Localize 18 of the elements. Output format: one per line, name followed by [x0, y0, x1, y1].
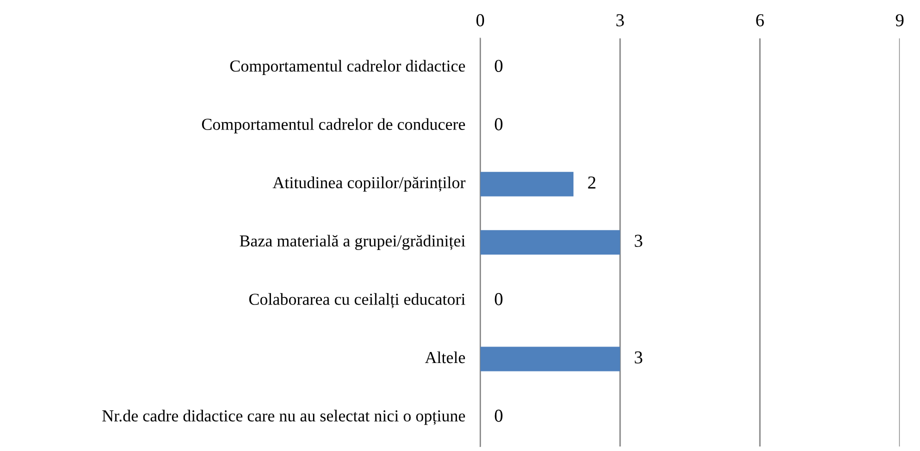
- data-label: 0: [494, 410, 502, 422]
- y-tick-label: Altele: [424, 351, 465, 364]
- x-tick-label: 9: [896, 14, 904, 26]
- x-tick-label: 3: [616, 14, 624, 26]
- y-tick-label: Comportamentul cadrelor didactice: [230, 60, 465, 76]
- y-tick-label: Atitudinea copiilor/părinților: [272, 176, 466, 192]
- data-label: 3: [634, 351, 642, 364]
- y-tick-label: Comportamentul cadrelor de conducere: [202, 118, 465, 134]
- data-label: 0: [494, 118, 502, 130]
- data-label: 0: [494, 293, 502, 306]
- x-tick-label: 0: [476, 14, 484, 26]
- y-tick-label: Nr.de cadre didactice care nu au selectat nici o opțiune: [102, 410, 465, 425]
- data-label: 0: [494, 60, 502, 72]
- data-label: 3: [634, 234, 642, 247]
- y-tick-label: Baza materială a grupei/grădiniței: [240, 234, 466, 250]
- x-tick-label: 6: [756, 14, 764, 26]
- data-label: 2: [588, 176, 596, 188]
- y-tick-label: Colaborarea cu ceilalți educatori: [249, 293, 466, 308]
